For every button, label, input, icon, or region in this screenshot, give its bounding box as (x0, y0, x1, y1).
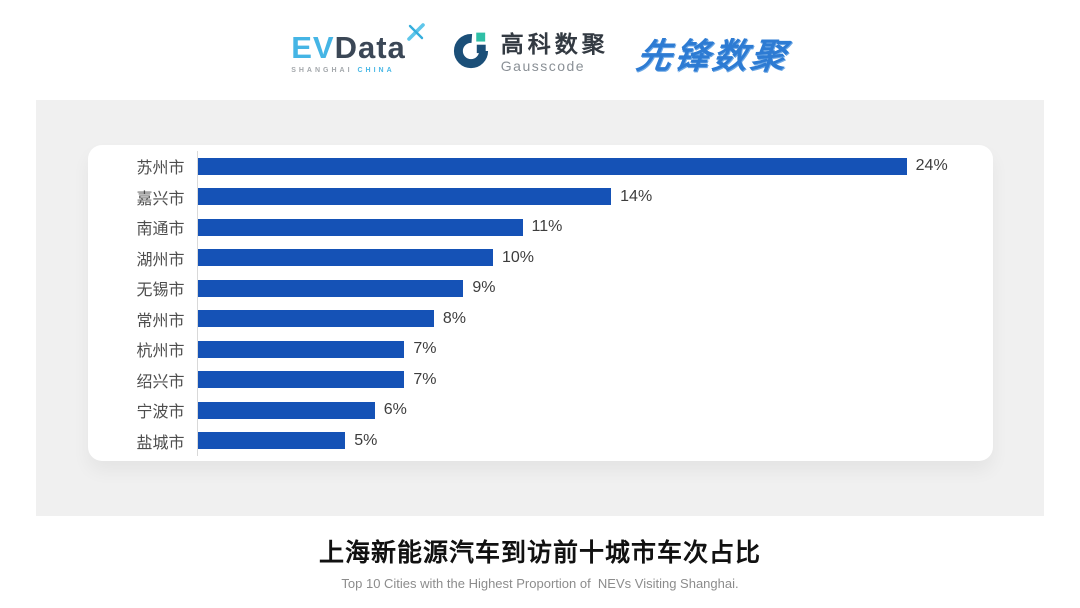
bar-value-label: 24% (915, 157, 948, 175)
chart-row: 常州市 8% (88, 303, 993, 334)
chart-row: 南通市 11% (88, 212, 993, 243)
chart-card: 苏州市 24% 嘉兴市 14% 南通市 11% 湖州市 10% 无锡市 9% 常州市 8% 杭州市 7% 绍… (87, 145, 993, 461)
evdata-data-text: Data (334, 30, 406, 65)
category-label: 无锡市 (136, 282, 185, 300)
bar-value-label: 11% (531, 218, 563, 236)
bar-track: 9% (196, 273, 993, 304)
chart-subtitle: Top 10 Cities with the Highest Proportio… (341, 576, 739, 591)
chart-row: 宁波市 6% (88, 395, 993, 426)
category-label: 杭州市 (136, 343, 185, 361)
bar (197, 432, 346, 450)
bar-track: 8% (196, 303, 993, 334)
bar (197, 371, 405, 389)
chart-title: 上海新能源汽车到访前十城市车次占比 (318, 539, 761, 567)
evdata-wordmark: EVData (291, 32, 406, 63)
chart-row: 湖州市 10% (88, 242, 993, 273)
bar-value-label: 7% (413, 340, 437, 358)
bar-track: 6% (196, 395, 993, 426)
category-label: 嘉兴市 (136, 190, 185, 208)
gausscode-en-text: Gausscode (500, 57, 586, 74)
category-label: 苏州市 (136, 160, 185, 178)
bar-track: 11% (196, 212, 993, 243)
bar-value-label: 10% (502, 248, 535, 266)
category-label: 湖州市 (136, 251, 185, 269)
evdata-subline: SHANGHAI CHINA (291, 67, 406, 74)
bar (197, 218, 523, 236)
gausscode-cn-text: 高科数聚 (500, 30, 609, 57)
chart-row: 嘉兴市 14% (88, 181, 993, 212)
evdata-sub-left: SHANGHAI (291, 67, 353, 74)
bar (197, 157, 907, 175)
chart-row: 盐城市 5% (88, 425, 993, 456)
bar-value-label: 9% (472, 279, 496, 297)
category-label: 绍兴市 (136, 373, 185, 391)
g-ring-icon (450, 30, 492, 77)
chart-row: 绍兴市 7% (88, 364, 993, 395)
bar-track: 7% (196, 364, 993, 395)
chart-row: 杭州市 7% (88, 334, 993, 365)
bar-value-label: 7% (413, 370, 437, 388)
bar-track: 5% (196, 425, 993, 456)
category-label: 常州市 (136, 312, 185, 330)
evdata-logo: EVData SHANGHAI CHINA (291, 23, 425, 74)
bar (197, 340, 405, 358)
bar (197, 249, 493, 267)
bar-value-label: 14% (620, 187, 653, 205)
gausscode-text: 高科数聚 Gausscode (500, 30, 609, 75)
bar (197, 279, 464, 297)
bar-track: 14% (196, 181, 993, 212)
chart-panel: 苏州市 24% 嘉兴市 14% 南通市 11% 湖州市 10% 无锡市 9% 常州市 8% 杭州市 7% 绍… (36, 100, 1044, 516)
xianfeng-logo: 先锋数聚 (633, 36, 792, 76)
gausscode-logo: 高科数聚 Gausscode (450, 30, 609, 77)
chart-row: 苏州市 24% (88, 151, 993, 182)
evdata-sub-right: CHINA (357, 67, 395, 74)
footer: 上海新能源汽车到访前十城市车次占比 Top 10 Cities with the… (0, 533, 1080, 591)
bar-value-label: 5% (354, 431, 378, 449)
bar-track: 24% (196, 151, 993, 182)
evdata-ev-text: EV (291, 30, 335, 65)
category-label: 盐城市 (136, 434, 185, 452)
bar-track: 7% (196, 334, 993, 365)
bar (197, 188, 612, 206)
header-logos: EVData SHANGHAI CHINA (0, 0, 1080, 100)
category-label: 宁波市 (136, 404, 185, 422)
bar (197, 401, 375, 419)
bar-chart: 苏州市 24% 嘉兴市 14% 南通市 11% 湖州市 10% 无锡市 9% 常州市 8% 杭州市 7% 绍… (88, 151, 993, 456)
bar-value-label: 8% (442, 309, 466, 327)
bar-track: 10% (196, 242, 993, 273)
x-spark-icon (406, 22, 426, 47)
chart-row: 无锡市 9% (88, 273, 993, 304)
bar (197, 310, 434, 328)
bar-value-label: 6% (383, 401, 407, 419)
category-label: 南通市 (136, 221, 185, 239)
